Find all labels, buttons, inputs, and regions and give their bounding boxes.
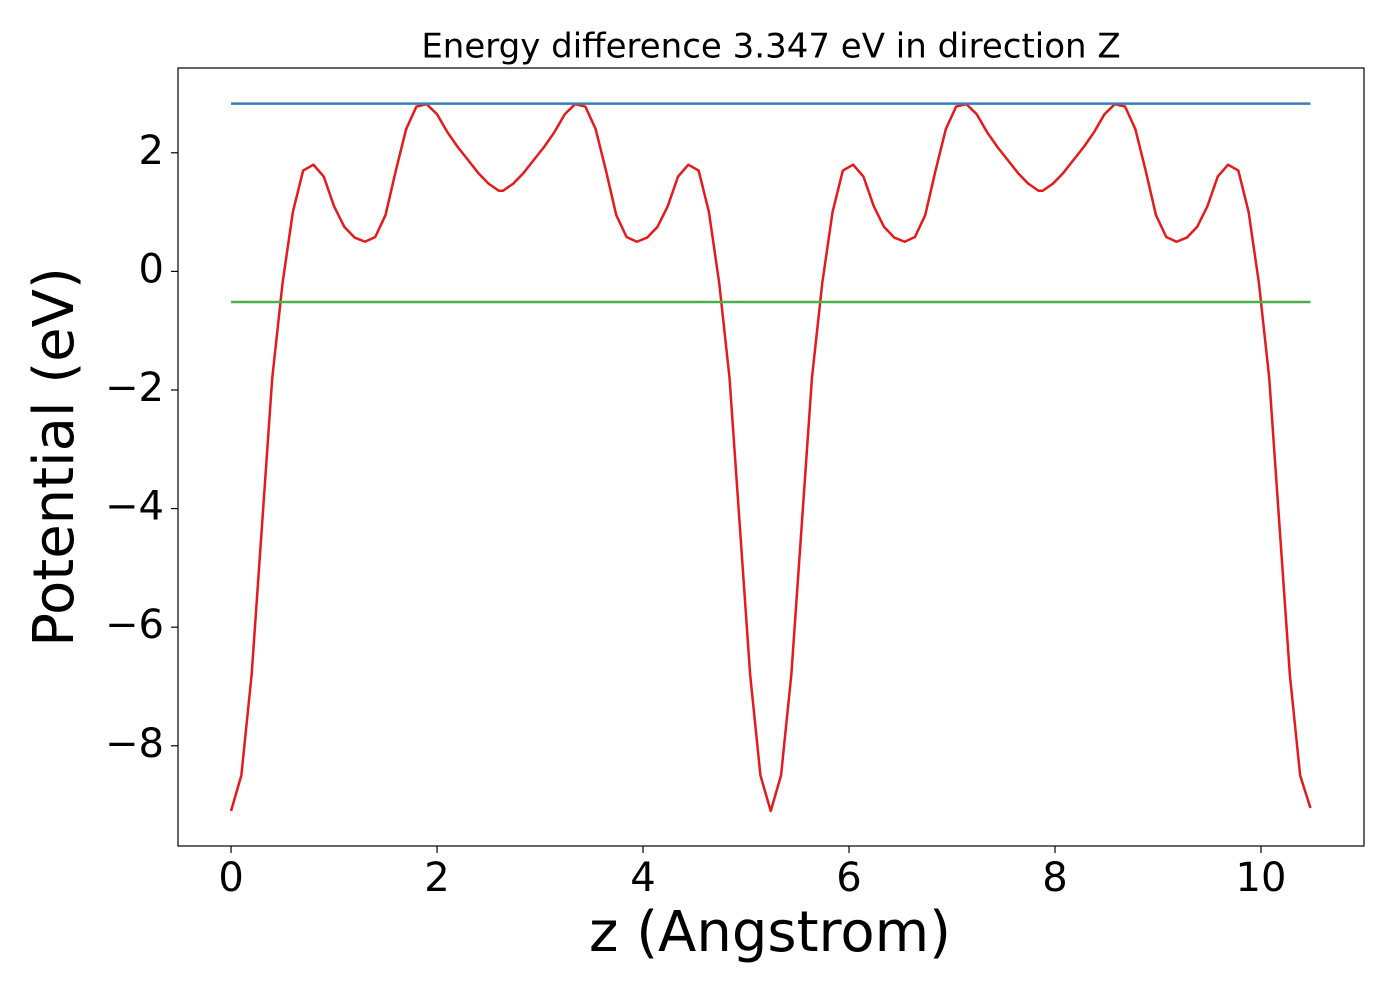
y-tick-label: −8 xyxy=(105,721,164,767)
x-tick-label: 6 xyxy=(836,855,861,901)
x-axis-label: z (Angstrom) xyxy=(589,900,951,965)
y-tick-label: −6 xyxy=(105,602,164,648)
chart-title: Energy difference 3.347 eV in direction … xyxy=(421,27,1120,67)
series-line xyxy=(229,102,1312,813)
y-axis-label: Potential (eV) xyxy=(22,267,87,647)
y-tick-label: −4 xyxy=(105,484,164,530)
y-tick-label: 2 xyxy=(139,128,164,174)
x-tick-label: 10 xyxy=(1236,855,1287,901)
y-tick-label: 0 xyxy=(139,246,164,292)
x-tick-label: 4 xyxy=(630,855,655,901)
x-tick-label: 8 xyxy=(1042,855,1067,901)
y-tick-label: −2 xyxy=(105,365,164,411)
plot-frame xyxy=(177,67,1365,847)
x-tick-label: 0 xyxy=(218,855,243,901)
x-tick-label: 2 xyxy=(424,855,449,901)
